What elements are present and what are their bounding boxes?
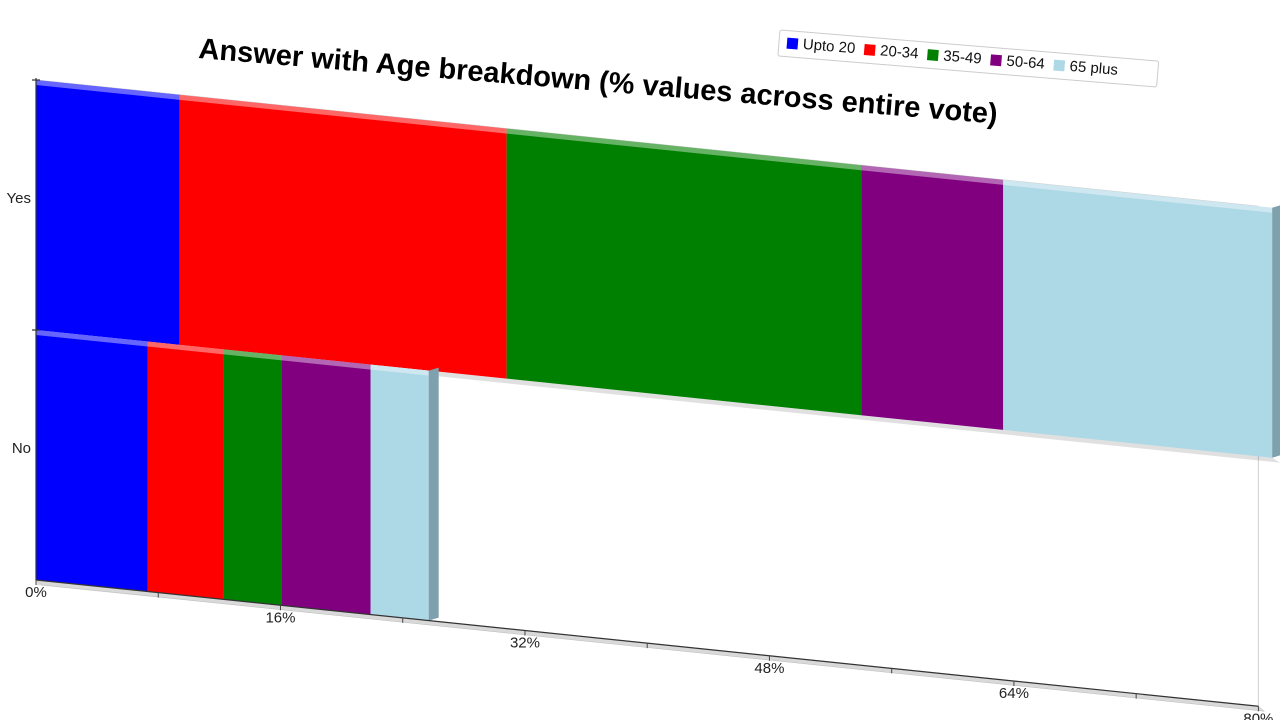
x-tick-label: 16% (265, 609, 295, 626)
bar-no-50-64 (282, 355, 371, 615)
legend-swatch (926, 49, 939, 62)
bar-yes-35-49 (506, 128, 862, 416)
bar-yes-upto-20 (36, 80, 180, 345)
category-label-no: No (12, 440, 31, 457)
legend-box (777, 29, 1160, 88)
bar-top-highlight (506, 128, 862, 171)
bar-no-35-49 (223, 349, 283, 606)
bar-top-highlight (36, 330, 148, 347)
bar-yes-65-plus (1003, 179, 1273, 458)
bar-yes-50-64 (861, 165, 1004, 430)
bar-end-cap-yes (1272, 205, 1280, 458)
legend-swatch (990, 54, 1002, 67)
bar-top-highlight (147, 341, 224, 355)
axes: 0% 16% 32% 48% 64% 80% Yes No (7, 78, 1273, 720)
legend-label: 35-49 (943, 48, 983, 68)
legend-swatch (863, 43, 876, 56)
bar-end-cap-no (428, 367, 439, 621)
x-tick-label: 32% (510, 635, 540, 652)
bar-top-highlight (370, 364, 429, 376)
bar-no-65-plus (370, 364, 429, 621)
bar-top-highlight (861, 165, 1004, 185)
bar-top-highlight (36, 80, 180, 100)
x-tick-label: 80% (1243, 710, 1273, 720)
legend-label: 50-64 (1006, 53, 1046, 73)
legend-swatch (786, 37, 799, 50)
legend-label: 20-34 (879, 42, 919, 62)
plot-area (35, 79, 1280, 707)
bar-top-highlight (1003, 179, 1273, 213)
x-tick-label: 64% (999, 685, 1029, 702)
legend-swatch (1053, 59, 1066, 72)
bar-top-highlight (282, 355, 371, 370)
bar-top-highlight (179, 94, 507, 134)
bar-no-20-34 (147, 341, 224, 600)
legend: Upto 20 20-34 35-49 50-64 65 plus (777, 29, 1160, 88)
legend-label: Upto 20 (802, 36, 856, 57)
legend-label: 65 plus (1069, 58, 1119, 79)
x-tick-label: 0% (25, 584, 47, 601)
bar-yes-20-34 (179, 94, 507, 379)
bar-no-upto-20 (36, 330, 148, 592)
x-tick-label: 48% (754, 660, 784, 677)
category-label-yes: Yes (7, 190, 31, 207)
bar-top-highlight (223, 349, 283, 361)
